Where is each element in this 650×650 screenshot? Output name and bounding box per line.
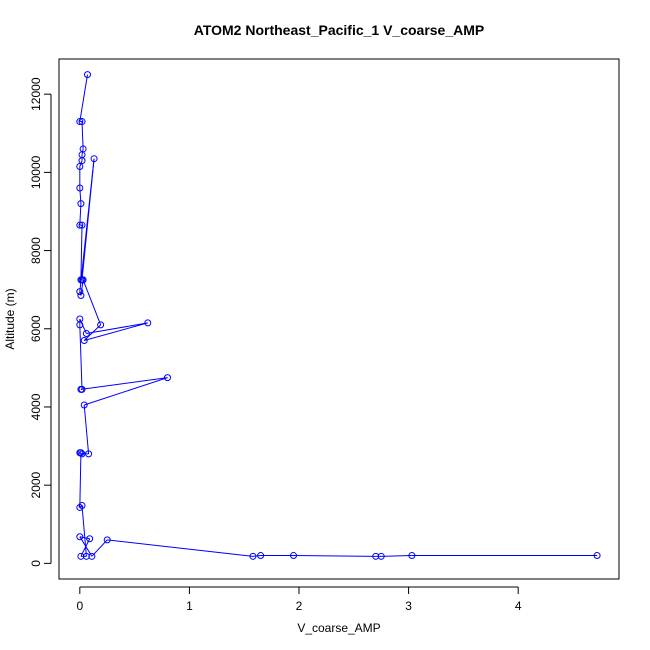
series-segment — [81, 121, 84, 149]
series-segment — [79, 452, 82, 508]
data-point — [408, 552, 416, 560]
data-point — [290, 552, 298, 560]
plot-frame — [58, 58, 620, 580]
series-segment — [79, 324, 83, 390]
y-tick-label: 2000 — [29, 471, 43, 498]
y-tick-label: 12000 — [29, 77, 43, 111]
data-point — [78, 118, 86, 126]
data-point — [77, 552, 85, 560]
data-point — [372, 552, 380, 560]
data-point — [77, 292, 85, 300]
data-point — [77, 449, 85, 457]
series-layer — [76, 71, 601, 560]
series-segment — [79, 74, 88, 122]
data-point — [76, 163, 84, 171]
series-segment — [80, 225, 83, 280]
data-point — [144, 319, 152, 327]
data-point — [90, 155, 98, 163]
series-segment — [83, 404, 90, 454]
series-segment — [84, 322, 148, 341]
series-segment — [91, 539, 108, 557]
data-point — [78, 501, 86, 509]
data-point — [76, 288, 84, 296]
data-point — [377, 552, 385, 560]
data-point — [82, 552, 90, 560]
data-point — [78, 221, 86, 229]
data-point — [88, 552, 96, 560]
x-axis-label: V_coarse_AMP — [297, 621, 380, 635]
data-point — [80, 401, 88, 409]
series-segment — [79, 158, 95, 292]
data-point — [163, 374, 171, 382]
data-point — [103, 536, 111, 544]
x-tick-label: 4 — [515, 599, 522, 613]
y-tick-label: 10000 — [29, 155, 43, 189]
data-point — [80, 337, 88, 345]
y-tick-label: 8000 — [29, 237, 43, 264]
series-segment — [252, 555, 261, 557]
x-tick-label: 2 — [296, 599, 303, 613]
data-point — [83, 71, 91, 79]
chart-title: ATOM2 Northeast_Pacific_1 V_coarse_AMP — [194, 22, 485, 38]
series-segment — [79, 318, 87, 334]
data-point — [76, 533, 84, 541]
y-tick-label: 4000 — [29, 393, 43, 420]
y-axis-label: Altitude (m) — [3, 288, 17, 349]
data-point — [77, 200, 85, 208]
series-segment — [381, 555, 412, 557]
data-point — [76, 321, 84, 329]
data-point — [77, 385, 85, 393]
data-point — [76, 118, 84, 126]
y-tick-label: 6000 — [29, 315, 43, 342]
data-point — [76, 184, 84, 192]
data-point — [82, 329, 90, 337]
series-segment — [82, 279, 102, 326]
series-segment — [86, 322, 148, 334]
series-segment — [79, 203, 82, 226]
data-point — [78, 157, 86, 165]
data-point — [85, 450, 93, 458]
series-segment — [79, 536, 93, 557]
data-point — [79, 276, 87, 284]
x-tick-label: 1 — [186, 599, 193, 613]
x-tick-label: 3 — [405, 599, 412, 613]
x-axis: 0 1 2 3 4 — [76, 586, 522, 613]
y-axis: 0 2000 4000 6000 8000 10000 12000 — [29, 77, 52, 567]
series-segment — [80, 377, 168, 390]
data-point — [249, 552, 257, 560]
data-point — [76, 221, 84, 229]
data-point — [86, 535, 94, 543]
series-segment — [84, 377, 168, 406]
x-tick-label: 0 — [76, 599, 83, 613]
series-segment — [79, 536, 90, 540]
data-point — [97, 321, 105, 329]
data-point — [593, 552, 601, 560]
data-point — [257, 552, 265, 560]
y-tick-label: 0 — [29, 560, 43, 567]
series-segment — [107, 539, 254, 557]
series-segment — [293, 555, 376, 557]
data-point — [76, 503, 84, 511]
